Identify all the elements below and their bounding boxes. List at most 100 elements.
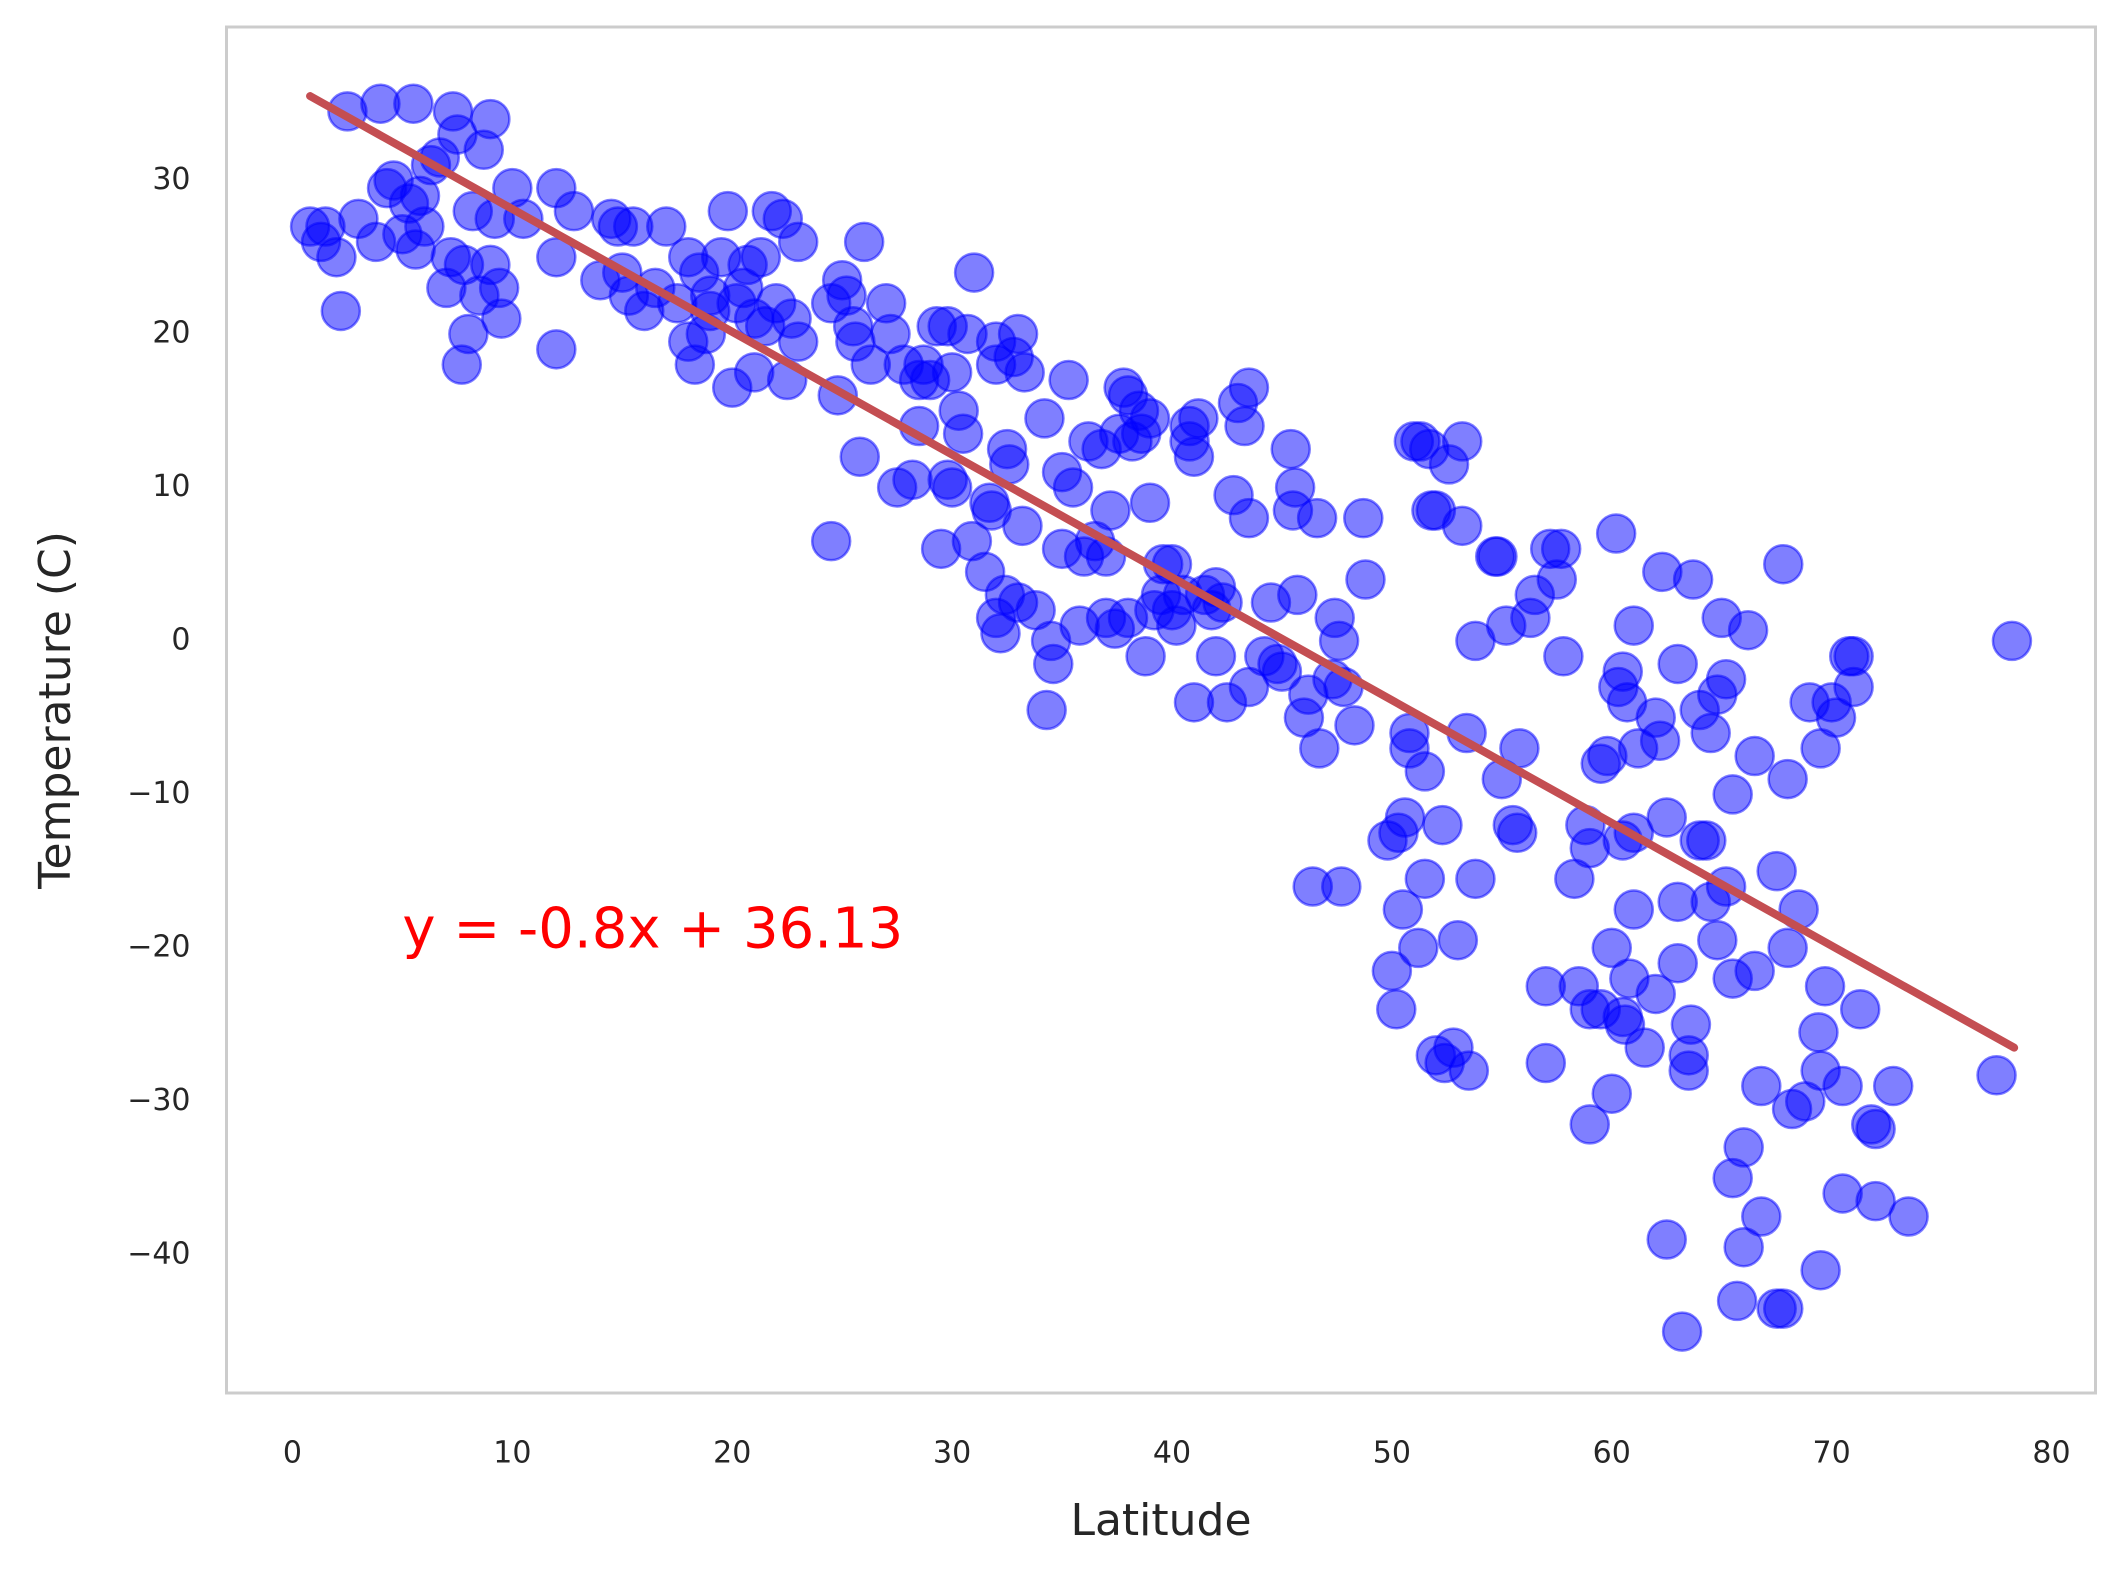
scatter-point: [1833, 636, 1874, 677]
scatter-point: [740, 236, 782, 278]
scatter-point: [470, 98, 511, 140]
y-tick-label: 30: [152, 162, 190, 197]
scatter-point: [953, 252, 995, 293]
scatter-point: [1672, 559, 1714, 600]
scatter-point: [931, 467, 973, 508]
scatter-point: [1646, 1219, 1687, 1260]
scatter-point: [1804, 966, 1846, 1007]
scatter-point: [1448, 1050, 1490, 1091]
scatter-point: [1716, 1280, 1758, 1322]
scatter-point: [777, 321, 819, 362]
scatter-point: [1591, 1073, 1633, 1114]
scatter-point: [481, 298, 522, 339]
x-tick-label: 20: [713, 1436, 751, 1471]
scatter-point: [1224, 405, 1265, 447]
scatter-point: [1639, 720, 1681, 761]
scatter-point: [733, 352, 775, 393]
scatter-point: [1595, 513, 1637, 554]
scatter-point: [1697, 919, 1738, 961]
scatter-point: [1178, 398, 1219, 439]
scatter-point: [1800, 1249, 1841, 1291]
scatter-point: [1024, 398, 1065, 439]
scatter-point: [1798, 1012, 1839, 1053]
scatter-point: [1422, 804, 1463, 846]
scatter-point: [1723, 1226, 1764, 1268]
scatter-point: [1822, 1065, 1863, 1107]
x-tick-label: 0: [283, 1436, 302, 1471]
scatter-point: [1661, 1311, 1703, 1352]
scatter-point: [997, 313, 1039, 355]
x-axis-label: Latitude: [1070, 1495, 1251, 1546]
scatter-point: [316, 236, 357, 278]
scatter-point: [1343, 497, 1384, 539]
y-tick-label: −30: [127, 1083, 190, 1118]
scatter-point: [1345, 559, 1386, 600]
scatter-point: [1855, 1108, 1896, 1150]
scatter-point: [1727, 609, 1769, 651]
scatter-point: [320, 290, 362, 332]
scatter-point: [1613, 889, 1654, 930]
x-tick-label: 60: [1593, 1436, 1631, 1471]
plot-frame: [225, 25, 2097, 1395]
scatter-point: [1872, 1065, 1914, 1107]
scatter-point: [404, 206, 445, 247]
scatter-point: [1026, 689, 1067, 731]
y-tick-label: −40: [127, 1236, 190, 1271]
scatter-point: [1705, 659, 1747, 700]
scatter-point: [1543, 636, 1584, 677]
scatter-point: [1976, 1055, 2017, 1096]
scatter-point: [1052, 467, 1094, 508]
scatter-point: [1741, 1065, 1782, 1107]
y-tick-label: −20: [127, 929, 190, 964]
x-tick-label: 10: [493, 1436, 531, 1471]
scatter-point: [1398, 927, 1439, 969]
scatter-point: [1318, 620, 1360, 662]
scatter-point: [536, 236, 577, 278]
scatter-point: [448, 313, 489, 355]
scatter-point: [1125, 636, 1166, 677]
scatter-point: [1723, 1127, 1764, 1168]
scatter-point: [1591, 927, 1633, 969]
scatter-point: [892, 459, 933, 501]
scatter-point: [553, 190, 595, 232]
scatter-point: [1090, 490, 1131, 531]
y-tick-label: 0: [171, 622, 190, 657]
x-tick-label: 80: [2032, 1436, 2070, 1471]
scatter-point: [1839, 989, 1881, 1030]
scatter-point: [1657, 643, 1698, 685]
scatter-point: [1002, 505, 1043, 547]
scatter-point: [1261, 651, 1303, 692]
y-tick-label: 20: [152, 315, 190, 350]
scatter-point: [1129, 482, 1171, 524]
scatter-point: [536, 329, 577, 370]
scatter-point: [1657, 942, 1698, 984]
scatter-point: [1686, 820, 1727, 861]
scatter-point: [707, 190, 749, 232]
scatter-point: [1129, 398, 1171, 439]
scatter-point: [1455, 858, 1496, 900]
scatter-point: [1540, 528, 1582, 570]
scatter-point: [1404, 751, 1446, 792]
x-tick-label: 40: [1153, 1436, 1191, 1471]
scatter-point: [1624, 1027, 1665, 1068]
scatter-point: [1888, 1196, 1929, 1237]
scatter-point: [1855, 1180, 1896, 1222]
scatter-point: [393, 83, 434, 124]
scatter-point: [1613, 605, 1654, 646]
scatter-point: [1173, 436, 1215, 478]
scatter-point: [1277, 574, 1318, 616]
scatter-point: [1296, 497, 1338, 539]
scatter-point: [1670, 1004, 1712, 1045]
scatter-point: [1334, 705, 1375, 746]
scatter-point: [1228, 497, 1270, 539]
scatter-point: [1569, 1104, 1611, 1145]
x-tick-label: 70: [1813, 1436, 1851, 1471]
scatter-point: [843, 221, 885, 263]
scatter-point: [1441, 421, 1483, 462]
scatter-point: [1496, 812, 1538, 854]
y-axis-label: Temperature (C): [30, 531, 81, 890]
scatter-point: [1756, 850, 1797, 892]
scatter-point: [1404, 858, 1446, 900]
